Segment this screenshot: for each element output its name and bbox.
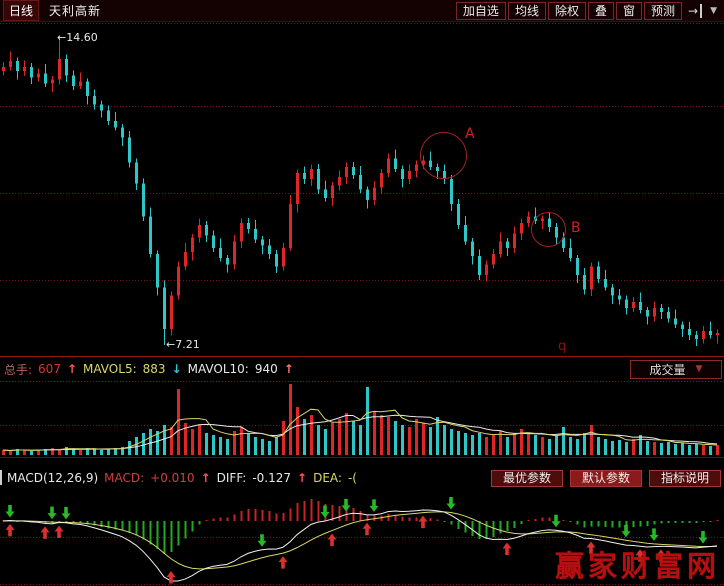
macd-indicator-name: MACD(12,26,9) (7, 471, 99, 485)
buy-signal-arrow-icon (635, 549, 645, 562)
q-watermark: q (558, 339, 567, 354)
sell-signal-arrow-icon (341, 498, 351, 512)
buy-signal-arrow-icon (278, 556, 288, 569)
dea-label: DEA: (313, 471, 342, 485)
mavol5-label: MAVOL5: (83, 362, 137, 376)
buy-signal-arrow-icon (40, 526, 50, 539)
overlay-button[interactable]: 叠 (587, 1, 614, 20)
volume-header: 总手: 607 ↑ MAVOL5: 883 ↓ MAVOL10: 940 ↑ 成… (0, 358, 724, 380)
period-selector[interactable]: 日线 (3, 0, 40, 21)
macd-canvas[interactable] (0, 488, 724, 586)
sell-signal-arrow-icon (61, 506, 71, 520)
annotation-circle-b (531, 212, 566, 247)
macd-label: MACD: (104, 471, 145, 485)
dea-value: -( (347, 471, 357, 485)
mavol10-arrow-icon: ↑ (283, 362, 294, 376)
next-page-icon[interactable]: → (684, 3, 703, 18)
total-lots-arrow-icon: ↑ (66, 362, 78, 376)
top-toolbar: 日线 天利高新 加自选 均线 除权 叠 窗 预测 → ▼ (0, 0, 724, 22)
buy-signal-arrow-icon (656, 549, 666, 562)
sell-signal-arrow-icon (47, 506, 57, 520)
stock-name: 天利高新 (49, 4, 102, 18)
macd-arrow-icon: ↑ (200, 471, 211, 485)
indicator-selector-caret-icon: ▼ (695, 364, 703, 374)
optimal-params-button[interactable]: 最优参数 (490, 469, 563, 487)
forecast-button[interactable]: 预测 (644, 1, 683, 20)
buy-signal-arrow-icon (418, 515, 428, 529)
sell-signal-arrow-icon (551, 514, 561, 528)
macd-lines-layer (2, 509, 718, 582)
left-tick (0, 470, 2, 485)
ex-rights-button[interactable]: 除权 (547, 1, 586, 20)
annotation-label-a: A (465, 126, 475, 142)
ma-lines-button[interactable]: 均线 (507, 1, 546, 20)
buy-signal-arrow-icon (586, 541, 596, 555)
high-price-label: ←14.60 (57, 31, 98, 44)
volume-gridlines (0, 381, 724, 426)
indicator-help-button[interactable]: 指标说明 (648, 469, 721, 487)
buy-signal-arrow-icon (166, 571, 176, 584)
sell-signal-arrow-icon (621, 524, 631, 538)
buy-signal-arrow-icon (362, 522, 372, 536)
volume-ma-lines (2, 408, 718, 452)
pane-gap (0, 458, 724, 468)
macd-param-buttons: 最优参数 默认参数 指标说明 (490, 469, 721, 487)
window-button[interactable]: 窗 (615, 1, 642, 20)
total-lots-label: 总手: (4, 362, 33, 377)
volume-canvas[interactable] (0, 380, 724, 457)
low-price-label: ←7.21 (166, 338, 200, 351)
annotation-label-b: B (571, 220, 581, 236)
sell-signal-arrow-icon (446, 497, 456, 510)
toolbar-dropdown-icon[interactable]: ▼ (710, 5, 717, 16)
macd-gridlines (0, 537, 724, 585)
indicator-selector-volume[interactable]: 成交量 ▼ (630, 359, 722, 379)
diff-label: DIFF: (216, 471, 247, 485)
annotation-circle-a (420, 132, 467, 179)
total-lots-value: 607 (38, 362, 61, 376)
sell-signal-arrow-icon (257, 534, 267, 547)
buy-signal-arrow-icon (54, 525, 64, 538)
mavol10-label: MAVOL10: (187, 362, 249, 376)
macd-histogram-layer (2, 499, 719, 554)
volume-bars-layer (2, 384, 719, 455)
default-params-button[interactable]: 默认参数 (569, 469, 642, 487)
sell-signal-arrow-icon (369, 499, 379, 512)
sell-signal-arrow-icon (5, 504, 15, 518)
diff-value: -0.127 (252, 471, 292, 485)
sell-signal-arrow-icon (320, 505, 330, 519)
buy-signal-arrow-icon (502, 542, 512, 555)
add-watchlist-button[interactable]: 加自选 (455, 1, 506, 20)
buy-signal-arrow-icon (327, 533, 337, 547)
signal-arrows-layer (5, 497, 708, 584)
mavol5-arrow-icon: ↓ (171, 362, 182, 376)
indicator-selector-label: 成交量 (649, 362, 686, 377)
sell-signal-arrow-icon (649, 528, 659, 541)
volume-pane[interactable] (0, 380, 724, 458)
buy-signal-arrow-icon (5, 523, 15, 537)
toolbar-actions: 加自选 均线 除权 叠 窗 预测 → ▼ (455, 1, 721, 20)
mavol5-value: 883 (142, 362, 166, 376)
sell-signal-arrow-icon (698, 530, 708, 544)
candlestick-canvas[interactable] (0, 22, 724, 358)
diff-arrow-icon: ↑ (297, 471, 308, 485)
price-gridlines (0, 23, 724, 281)
mavol10-value: 940 (254, 362, 278, 376)
candlestick-pane[interactable]: ←14.60 ←7.21 A B q (0, 22, 724, 358)
candles-layer (2, 38, 719, 346)
macd-pane[interactable]: 赢家财富网 (0, 488, 724, 586)
macd-value: +0.010 (150, 471, 195, 485)
macd-header: MACD(12,26,9) MACD: +0.010 ↑ DIFF: -0.12… (0, 468, 724, 488)
